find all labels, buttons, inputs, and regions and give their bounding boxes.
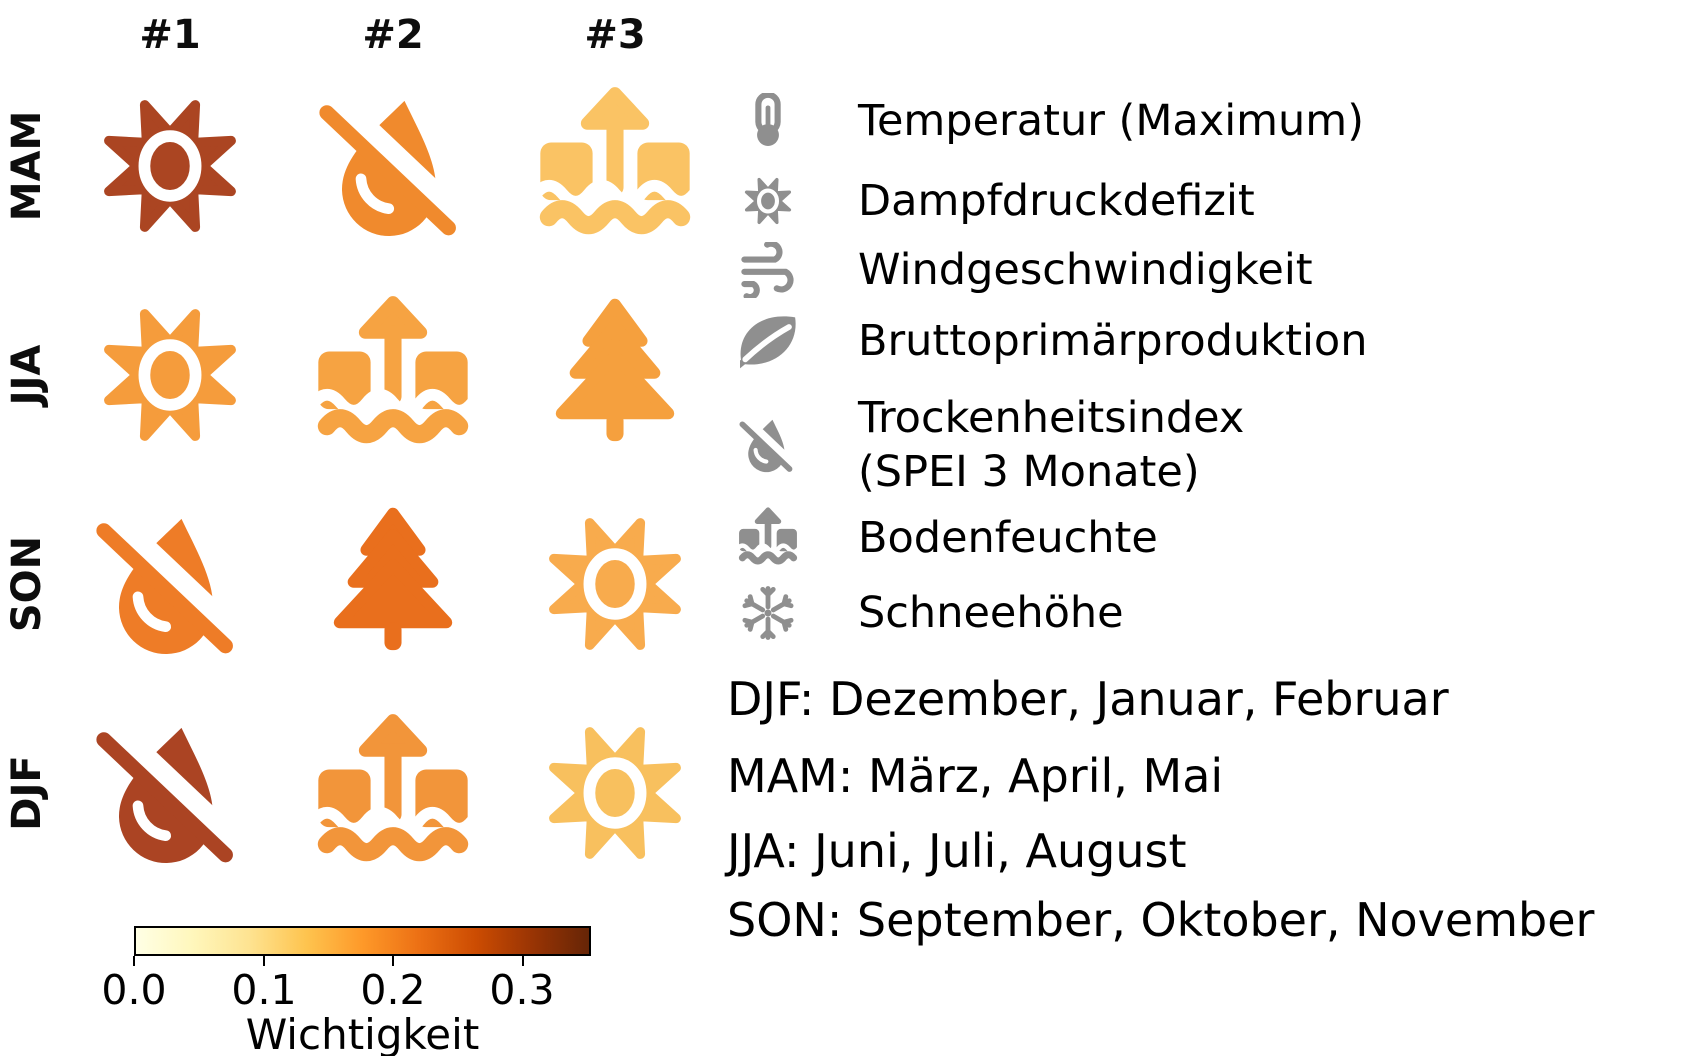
colorbar-gradient	[134, 926, 591, 956]
season-row-label-mam: MAM	[4, 110, 50, 222]
rank-column-header-2: #2	[362, 12, 424, 58]
thermometer-icon	[740, 93, 796, 149]
season-definition-son: SON: September, Oktober, November	[727, 893, 1595, 947]
soil-evaporation-icon	[313, 713, 473, 873]
colorbar-tick	[522, 956, 524, 966]
grid-cell-JJA-rank1	[90, 295, 250, 455]
season-row-label-son: SON	[4, 535, 50, 633]
sun-gear-icon	[90, 86, 250, 246]
droplet-slash-icon	[90, 713, 250, 873]
tree-icon	[313, 504, 473, 664]
soil-evaporation-icon	[737, 507, 799, 569]
season-definition-jja: JJA: Juni, Juli, August	[727, 824, 1187, 878]
colorbar-tick-label: 0.2	[360, 966, 426, 1014]
grid-cell-SON-rank2	[313, 504, 473, 664]
sun-gear-icon	[535, 504, 695, 664]
leaf-icon	[740, 313, 796, 369]
colorbar-tick	[392, 956, 394, 966]
grid-cell-SON-rank3	[535, 504, 695, 664]
droplet-slash-icon	[737, 414, 799, 476]
rank-column-header-3: #3	[584, 12, 646, 58]
colorbar-title: Wichtigkeit	[245, 1010, 480, 1056]
grid-cell-MAM-rank1	[90, 86, 250, 246]
legend-label-line1: Trockenheitsindex	[858, 393, 1245, 443]
grid-cell-DJF-rank2	[313, 713, 473, 873]
legend-label: Dampfdruckdefizit	[858, 176, 1255, 226]
legend-label-line2: (SPEI 3 Monate)	[858, 447, 1200, 497]
colorbar-tick-label: 0.0	[101, 966, 167, 1014]
colorbar-tick-label: 0.3	[489, 966, 555, 1014]
season-row-label-jja: JJA	[4, 344, 50, 406]
season-definition-mam: MAM: März, April, Mai	[727, 749, 1224, 803]
legend-label: Windgeschwindigkeit	[858, 245, 1313, 295]
snowflake-icon	[740, 585, 796, 641]
droplet-slash-icon	[90, 504, 250, 664]
soil-evaporation-icon	[535, 86, 695, 246]
colorbar-tick	[263, 956, 265, 966]
sun-gear-icon	[90, 295, 250, 455]
colorbar-tick-label: 0.1	[231, 966, 297, 1014]
legend-label: Bruttoprimärproduktion	[858, 316, 1368, 366]
legend-label: Temperatur (Maximum)	[858, 96, 1364, 146]
legend-label: Bodenfeuchte	[858, 513, 1158, 563]
rank-column-header-1: #1	[139, 12, 201, 58]
season-definition-djf: DJF: Dezember, Januar, Februar	[727, 672, 1449, 726]
droplet-slash-icon	[313, 86, 473, 246]
grid-cell-DJF-rank3	[535, 713, 695, 873]
soil-evaporation-icon	[313, 295, 473, 455]
colorbar-tick	[133, 956, 135, 966]
season-row-label-djf: DJF	[4, 755, 50, 831]
sun-gear-icon	[740, 173, 796, 229]
sun-gear-icon	[535, 713, 695, 873]
tree-icon	[535, 295, 695, 455]
grid-cell-JJA-rank3	[535, 295, 695, 455]
grid-cell-SON-rank1	[90, 504, 250, 664]
wind-icon	[740, 242, 796, 298]
legend-label: Trockenheitsindex (SPEI 3 Monate)	[858, 391, 1244, 499]
grid-cell-DJF-rank1	[90, 713, 250, 873]
legend-label: Schneehöhe	[858, 588, 1124, 638]
grid-cell-MAM-rank2	[313, 86, 473, 246]
grid-cell-MAM-rank3	[535, 86, 695, 246]
grid-cell-JJA-rank2	[313, 295, 473, 455]
